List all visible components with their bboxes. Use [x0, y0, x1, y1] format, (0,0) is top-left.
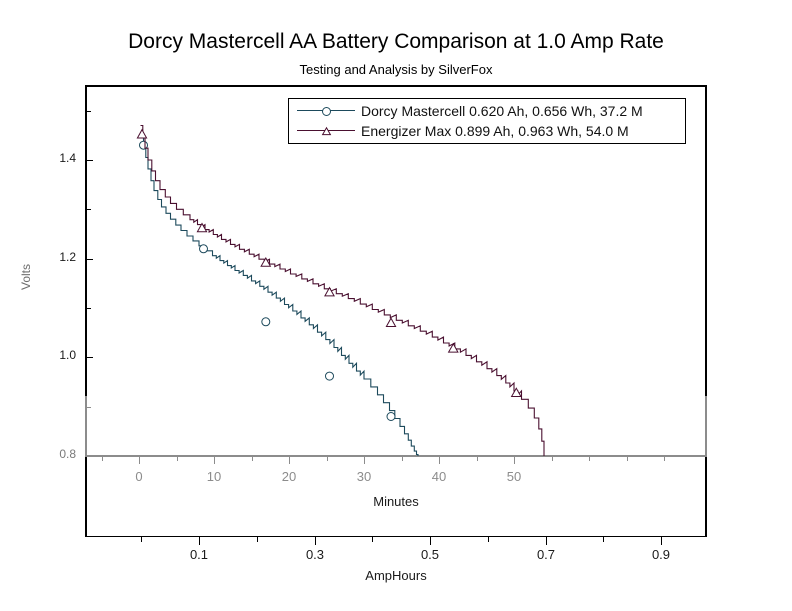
chart-subtitle: Testing and Analysis by SilverFox	[299, 62, 493, 77]
amphours-tick-minor	[141, 537, 142, 542]
data-marker-circle	[261, 317, 271, 327]
amphours-tick-major	[199, 537, 200, 545]
amphours-tick-major	[546, 537, 547, 545]
data-marker-triangle	[385, 317, 397, 327]
data-marker-triangle	[260, 256, 272, 267]
y-tick-label: 0.8	[59, 447, 76, 461]
amphours-tick-major	[430, 537, 431, 545]
amphours-frame-left	[85, 457, 87, 537]
x-axis-title-minutes: Minutes	[373, 494, 419, 509]
amphours-axis-line	[85, 536, 707, 537]
y-tick-label: 1.2	[59, 250, 76, 264]
minutes-tick-label: 50	[506, 469, 522, 484]
circle-marker-icon	[322, 107, 331, 116]
amphours-tick-minor	[603, 537, 604, 542]
legend-swatch-circle-line	[297, 104, 355, 118]
y-tick-label: 1.4	[59, 151, 76, 165]
data-marker-triangle	[324, 286, 335, 297]
amphours-tick-minor	[257, 537, 258, 542]
data-marker-triangle	[136, 128, 148, 139]
y-axis-title: Volts	[19, 263, 34, 291]
y-tick-major	[86, 456, 93, 457]
amphours-tick-label: 0.3	[305, 547, 325, 562]
amphours-tick-minor	[488, 537, 489, 542]
series-line-dorcy	[141, 133, 419, 456]
plot-frame-right-lower	[705, 396, 707, 458]
minutes-tick-label: 10	[206, 469, 222, 484]
minutes-tick-label: 40	[431, 469, 447, 484]
amphours-tick-label: 0.5	[420, 547, 440, 562]
data-marker-circle	[325, 371, 334, 381]
amphours-tick-label: 0.9	[651, 547, 671, 562]
data-marker-circle	[386, 412, 396, 421]
y-tick-major	[86, 357, 93, 358]
data-marker-triangle	[196, 222, 208, 233]
minutes-tick-major	[139, 456, 140, 464]
plot-frame-left	[85, 85, 87, 397]
chart-title: Dorcy Mastercell AA Battery Comparison a…	[128, 30, 664, 53]
minutes-tick-minor	[477, 456, 478, 461]
minutes-tick-label: 0	[135, 469, 143, 484]
y-tick-minor	[86, 111, 91, 112]
minutes-tick-major	[439, 456, 440, 464]
minutes-tick-minor	[402, 456, 403, 461]
minutes-tick-minor	[102, 456, 103, 461]
minutes-tick-major	[289, 456, 290, 464]
minutes-axis-line	[85, 455, 707, 457]
amphours-frame-right	[705, 457, 707, 537]
legend-label-energizer: Energizer Max 0.899 Ah, 0.963 Wh, 54.0 M	[361, 123, 629, 139]
minutes-tick-minor	[177, 456, 178, 461]
minutes-tick-minor	[552, 456, 553, 461]
minutes-tick-minor	[664, 456, 665, 461]
y-tick-minor	[86, 407, 91, 408]
minutes-tick-major	[514, 456, 515, 464]
legend-label-dorcy: Dorcy Mastercell 0.620 Ah, 0.656 Wh, 37.…	[361, 103, 643, 119]
y-tick-minor	[86, 308, 91, 309]
minutes-tick-label: 30	[356, 469, 372, 484]
plot-frame-top	[85, 85, 707, 87]
y-tick-minor	[86, 209, 91, 210]
x-axis-title-amphours: AmpHours	[365, 568, 427, 583]
minutes-tick-minor	[327, 456, 328, 461]
data-marker-circle	[139, 140, 148, 150]
minutes-tick-minor	[627, 456, 628, 461]
chart-legend[interactable]: Dorcy Mastercell 0.620 Ah, 0.656 Wh, 37.…	[288, 98, 686, 144]
minutes-tick-major	[364, 456, 365, 464]
legend-entry-dorcy[interactable]: Dorcy Mastercell 0.620 Ah, 0.656 Wh, 37.…	[289, 101, 643, 121]
plot-frame-left-lower	[85, 396, 87, 458]
amphours-tick-label: 0.1	[189, 547, 209, 562]
legend-swatch-triangle-line	[297, 124, 355, 138]
y-tick-major	[86, 259, 93, 260]
plot-frame-right	[705, 85, 707, 397]
y-tick-major	[86, 160, 93, 161]
amphours-tick-minor	[372, 537, 373, 542]
y-tick-label: 1.0	[59, 348, 76, 362]
minutes-tick-minor	[252, 456, 253, 461]
legend-entry-energizer[interactable]: Energizer Max 0.899 Ah, 0.963 Wh, 54.0 M	[289, 121, 629, 141]
amphours-tick-label: 0.7	[536, 547, 556, 562]
amphours-tick-major	[661, 537, 662, 545]
minutes-tick-major	[214, 456, 215, 464]
minutes-tick-label: 20	[281, 469, 297, 484]
triangle-marker-icon	[321, 126, 332, 136]
series-line-energizer	[140, 124, 545, 456]
data-marker-circle	[199, 244, 208, 254]
minutes-tick-minor	[589, 456, 590, 461]
amphours-tick-major	[315, 537, 316, 545]
data-marker-triangle	[510, 387, 522, 397]
data-marker-triangle	[447, 342, 459, 353]
